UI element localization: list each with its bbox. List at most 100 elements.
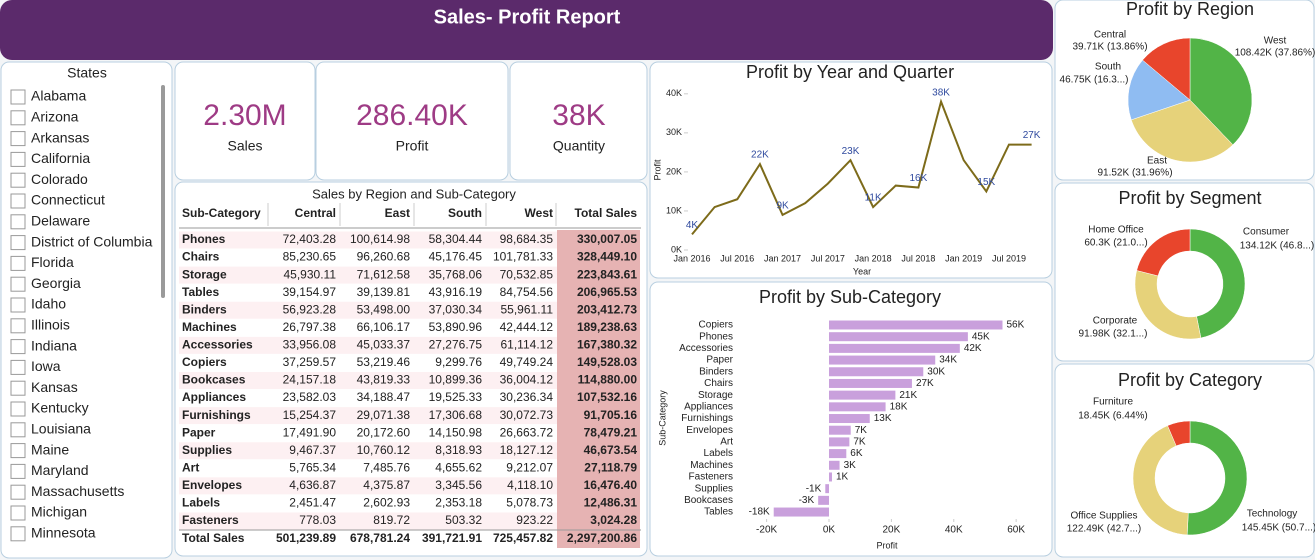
slicer-item: District of Columbia [31, 233, 153, 249]
line [691, 98, 1032, 236]
bar [829, 437, 850, 447]
table-cell: 56,923.28 [283, 302, 337, 316]
table-cell: 53,219.46 [357, 355, 411, 369]
table-cell: 100,614.98 [350, 232, 410, 246]
checkbox[interactable] [10, 401, 26, 417]
data-label: 23K [842, 146, 860, 157]
header-bar [0, 0, 1053, 60]
checkbox[interactable] [10, 110, 26, 126]
checkbox[interactable] [10, 276, 26, 292]
table-cell: 29,071.38 [357, 408, 411, 422]
x-tick-label: 60K [1007, 525, 1025, 536]
slicer-item: Delaware [31, 213, 90, 229]
checkbox[interactable] [10, 214, 26, 230]
kpi-value: 2.30M [203, 99, 286, 132]
y-tick-label: 0K [671, 244, 682, 254]
table-cell: 328,449.10 [577, 250, 637, 264]
data-label: 145.45K (50.7...) [1242, 523, 1315, 534]
table-cell: 778.03 [299, 513, 336, 527]
table-cell: 53,890.96 [429, 320, 483, 334]
table-cell: 46,673.54 [584, 443, 638, 457]
checkbox[interactable] [10, 463, 26, 479]
table-cell: 206,965.53 [577, 285, 637, 299]
slicer-item: Arizona [31, 109, 79, 125]
checkbox[interactable] [10, 255, 26, 271]
data-label: 27K [916, 378, 934, 389]
y-tick-label: Supplies [695, 483, 733, 494]
bar [829, 332, 968, 342]
checkbox[interactable] [10, 339, 26, 355]
table-cell: 15,254.37 [283, 408, 337, 422]
checkbox[interactable] [10, 151, 26, 167]
slice [1189, 37, 1253, 146]
row-stripe [179, 442, 557, 460]
table-cell: 91,705.16 [584, 408, 638, 422]
table-cell: 189,238.63 [577, 320, 637, 334]
chart-title: Profit by Region [1126, 0, 1254, 19]
data-label: 30K [927, 366, 945, 377]
checkbox[interactable] [10, 359, 26, 375]
table-cell: 36,004.12 [500, 373, 554, 387]
table-cell: 923.22 [516, 513, 553, 527]
table-cell: 26,663.72 [500, 425, 554, 439]
slice [1132, 425, 1189, 536]
table-cell: 330,007.05 [577, 232, 637, 246]
row-stripe [179, 336, 557, 354]
slice-name: West [1264, 36, 1287, 47]
axis-title: Profit [652, 159, 662, 181]
checkbox[interactable] [10, 172, 26, 188]
checkbox[interactable] [10, 526, 26, 542]
table-cell: 45,176.45 [429, 250, 483, 264]
data-label: 91.52K (31.96%) [1097, 168, 1172, 179]
slicer-item: Maine [31, 441, 69, 457]
axis-title: Profit [876, 540, 898, 550]
slice-name: East [1147, 156, 1167, 167]
table-cell: 78,479.21 [584, 425, 638, 439]
table-cell: Bookcases [182, 373, 246, 387]
table-cell: 24,157.18 [283, 373, 337, 387]
data-label: 7K [853, 437, 866, 448]
slicer-item: Illinois [31, 317, 70, 333]
slicer-item: Alabama [31, 88, 86, 104]
checkbox[interactable] [10, 484, 26, 500]
bar [829, 343, 960, 353]
data-label: 13K [874, 413, 892, 424]
checkbox[interactable] [10, 89, 26, 105]
chart-title: Profit by Category [1118, 370, 1262, 390]
checkbox[interactable] [10, 235, 26, 251]
checkbox[interactable] [10, 380, 26, 396]
table-cell: 43,819.33 [357, 373, 411, 387]
y-tick-label: Labels [704, 448, 733, 459]
slicer-item: Colorado [31, 171, 88, 187]
total-column-fill [557, 230, 640, 548]
column-header: South [448, 206, 482, 220]
row-stripe [179, 301, 557, 319]
row-stripe [179, 477, 557, 495]
checkbox[interactable] [10, 505, 26, 521]
table-cell: 49,749.24 [500, 355, 554, 369]
y-tick-label: Envelopes [686, 425, 733, 436]
table-cell: 2,451.47 [289, 496, 336, 510]
table-cell: 84,754.56 [500, 285, 554, 299]
table-cell: 4,636.87 [289, 478, 336, 492]
checkbox[interactable] [10, 193, 26, 209]
slice-name: Technology [1247, 509, 1298, 520]
chart-panel [649, 61, 1053, 279]
y-tick-label: Machines [690, 460, 733, 471]
table-cell: 3,345.56 [435, 478, 482, 492]
table-cell: 4,655.62 [435, 460, 482, 474]
table-cell: Envelopes [182, 478, 242, 492]
table-cell: 2,353.18 [435, 496, 482, 510]
data-label: 11K [865, 193, 882, 204]
checkbox[interactable] [10, 318, 26, 334]
slice [1167, 420, 1191, 447]
checkbox[interactable] [10, 131, 26, 147]
bar [829, 460, 840, 470]
table-cell: Tables [182, 285, 219, 299]
checkbox[interactable] [10, 443, 26, 459]
checkbox[interactable] [10, 422, 26, 438]
slicer-item: California [31, 150, 90, 166]
table-cell: Storage [182, 267, 227, 281]
checkbox[interactable] [10, 297, 26, 313]
scrollbar[interactable] [161, 85, 165, 298]
